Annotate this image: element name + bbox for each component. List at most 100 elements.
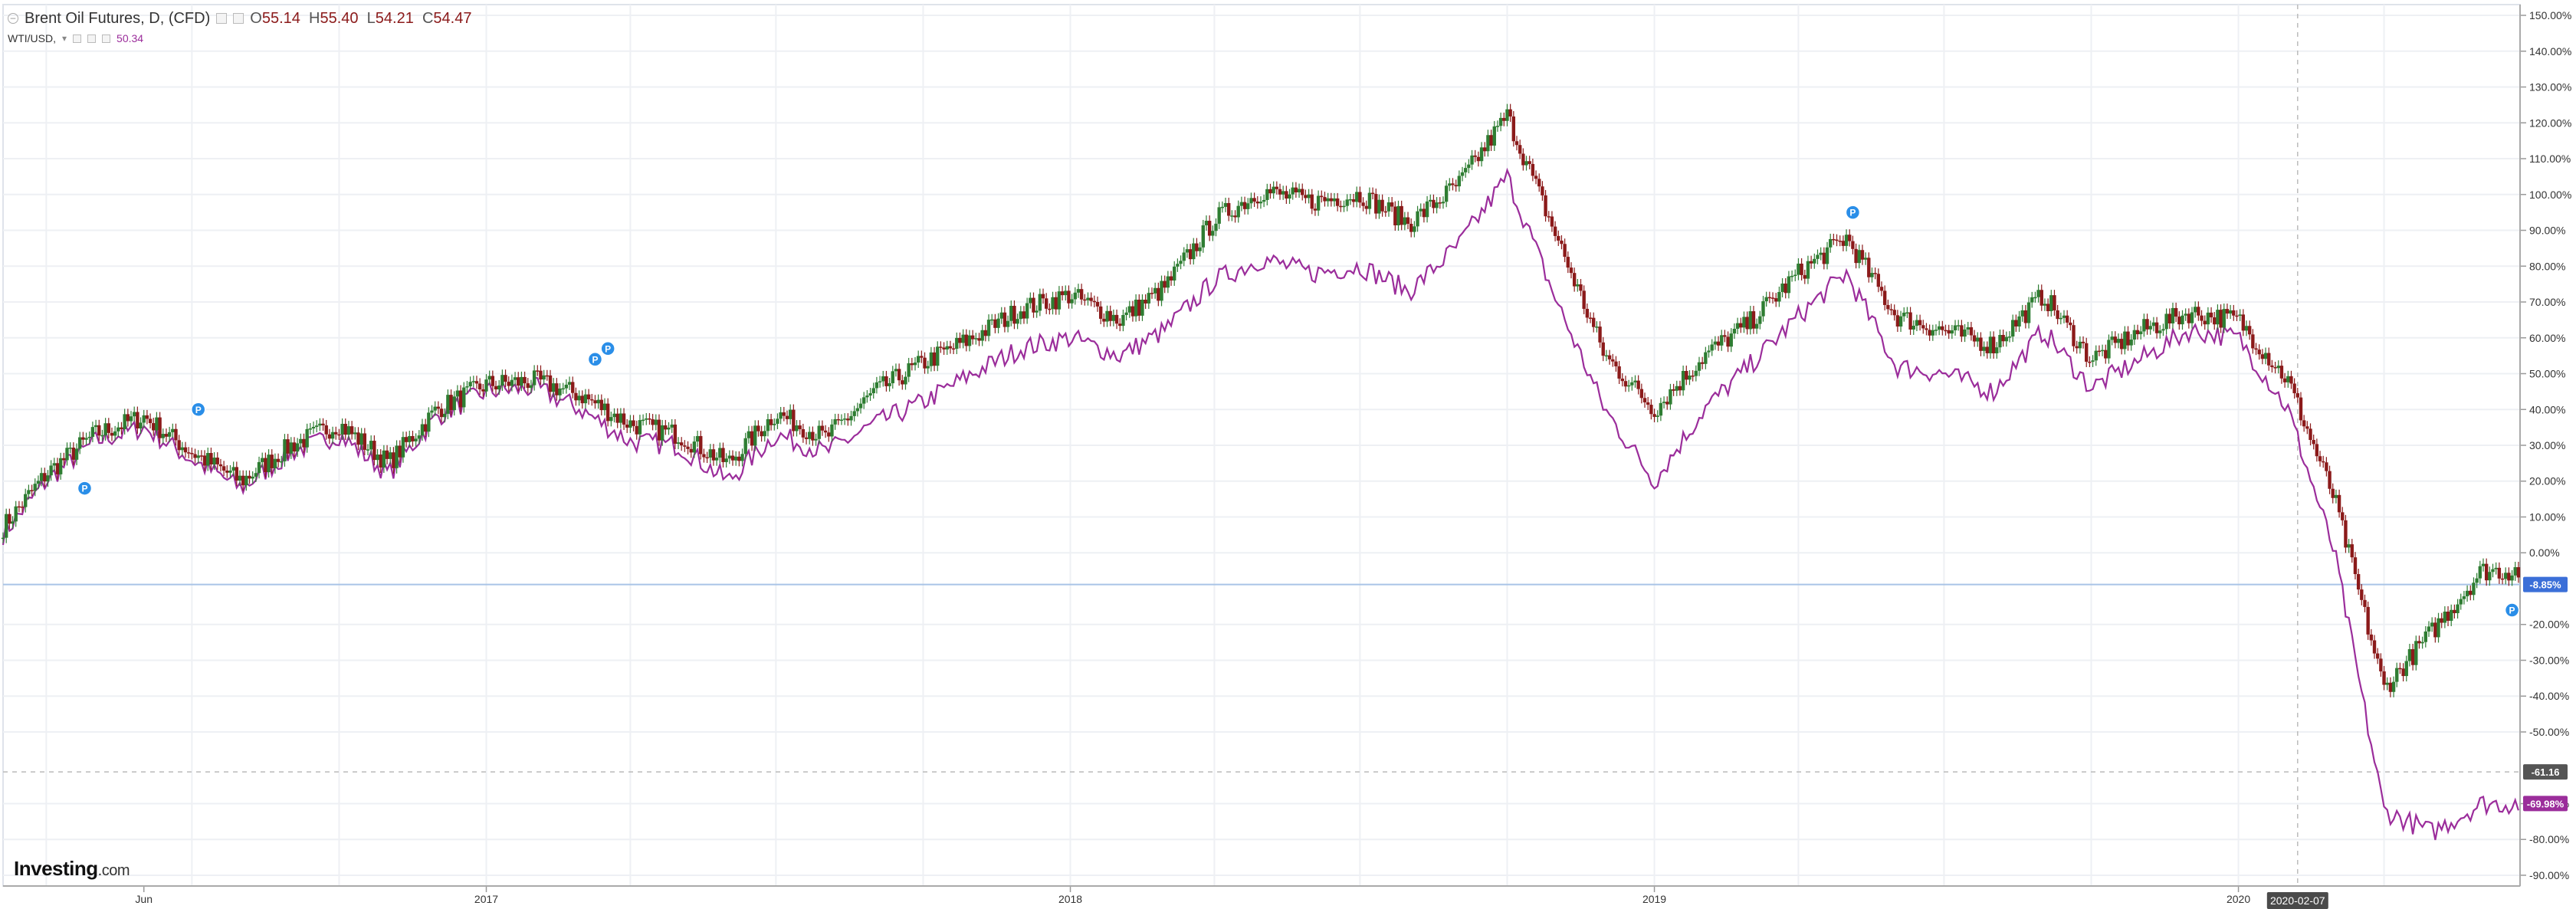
y-tick-label: -30.00% [2529,654,2569,666]
compare-series-name[interactable]: WTI/USD, [8,32,56,44]
candle-body [628,420,632,428]
candle-body [1025,303,1029,319]
candle-body [520,376,523,386]
candle-body [120,427,123,429]
candle-body [2056,310,2059,320]
candle-body [1889,309,1893,310]
candle-body [1646,402,1650,405]
candle-body [2344,520,2348,548]
candle-body [1204,221,1209,225]
candle-body [81,437,85,440]
candle-body [894,369,898,372]
candle-body [1173,266,1176,281]
candle-body [1601,342,1605,356]
candle-body [462,387,466,408]
compare-remove-icon[interactable] [102,34,111,43]
candle-body [517,377,520,386]
candle-body [2497,567,2502,579]
candle-body [817,425,821,439]
candle-body [1086,297,1090,300]
candle-body [548,375,553,392]
candle-body [1441,202,1446,204]
event-marker-icon [190,402,206,418]
candle-body [2350,544,2354,558]
candle-body [1723,335,1727,337]
x-tick-label: 2018 [1058,893,1082,905]
compare-settings-icon[interactable] [73,34,82,43]
candle-body [2216,310,2220,325]
candle-body [2360,589,2364,600]
candle-body [1995,347,1999,353]
y-tick-label: -80.00% [2529,833,2569,845]
candle-body [2213,317,2217,325]
event-marker-label: P [605,343,611,354]
candle-body [439,409,444,418]
candle-body [2276,366,2280,369]
candle-body [564,384,569,389]
collapse-legend-icon[interactable]: – [8,13,18,24]
candle-body [474,381,479,384]
candle-body [2017,316,2021,327]
compare-hide-icon[interactable] [87,34,97,43]
candle-body [955,337,959,349]
candle-body [1669,389,1672,405]
candle-body [1022,311,1026,319]
candle-body [1761,301,1765,317]
candle-body [2513,567,2517,576]
candle-body [1019,311,1022,320]
candle-body [257,461,261,474]
candle-body [1953,325,1957,330]
candle-body [1547,216,1551,218]
compare-value: 50.34 [116,32,144,44]
candle-body [1511,116,1516,142]
candle-body [2222,309,2226,328]
candle-body [1130,306,1135,317]
candle-body [2254,348,2258,350]
event-marker-label: P [81,484,87,494]
candle-body [2129,340,2133,346]
chevron-down-icon[interactable]: ▾ [62,33,67,44]
candle-body [2404,661,2408,677]
candle-body [2516,567,2521,578]
candle-body [798,425,802,429]
y-tick-label: 10.00% [2529,510,2565,523]
candle-body [1355,192,1359,202]
candle-body [641,419,645,422]
candle-body [523,376,527,384]
candle-body [2033,297,2037,299]
candle-body [1045,298,1048,309]
candle-body [567,382,572,385]
candle-body [580,395,584,404]
candle-body [100,435,104,437]
candle-body [401,437,405,458]
candle-body [2341,512,2345,520]
candle-body [2171,307,2175,323]
candle-body [779,412,783,419]
hide-series-icon[interactable] [233,13,244,24]
candle-body [673,424,678,445]
candle-body [1780,283,1784,292]
y-tick-label: -20.00% [2529,619,2569,631]
candle-body [2241,314,2246,331]
candle-body [123,414,126,429]
candle-body [1429,199,1432,202]
candle-body [1095,301,1100,307]
candle-body [1326,198,1330,202]
main-series-name[interactable]: Brent Oil Futures, D, (CFD) [25,10,211,27]
candle-body [1934,330,1938,331]
candle-body [1403,217,1407,225]
candle-body [2126,331,2130,346]
candle-body [605,403,610,422]
candle-body [526,383,530,389]
settings-icon[interactable] [216,13,228,24]
candle-body [878,381,882,382]
candle-body [1067,290,1071,304]
candle-body [1931,330,1935,336]
high-label: H [309,10,320,27]
candle-body [561,388,565,390]
candle-body [1732,328,1737,334]
candle-body [1185,249,1190,253]
candle-body [718,448,722,458]
event-marker-label: P [195,405,202,415]
